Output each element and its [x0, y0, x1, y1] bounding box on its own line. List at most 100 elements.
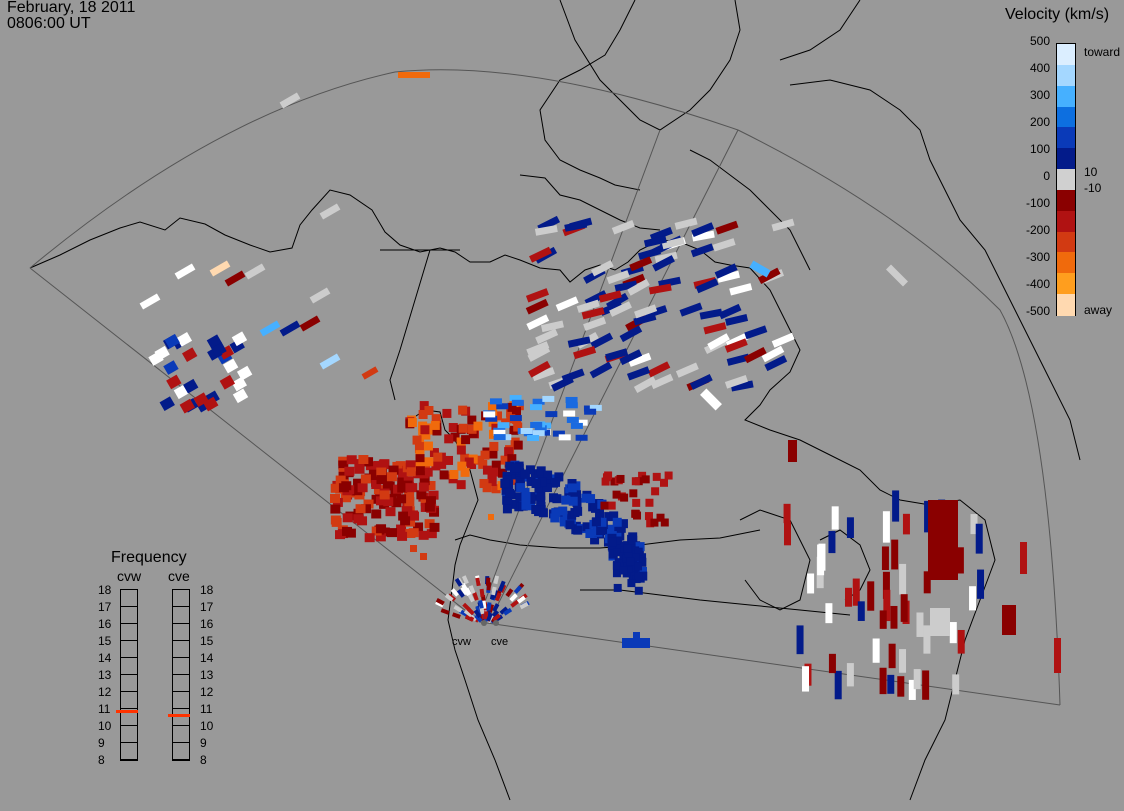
velocity-cell [834, 670, 842, 700]
velocity-cells [139, 72, 1061, 700]
velocity-cell [879, 667, 887, 695]
velocity-cell [499, 606, 509, 615]
velocity-cell [525, 288, 549, 303]
velocity-cell [716, 270, 740, 283]
velocity-cell [507, 454, 517, 464]
velocity-cell [634, 547, 643, 556]
colorbar-segment [1057, 127, 1075, 150]
velocity-cell [637, 553, 647, 563]
velocity-cell [597, 517, 607, 527]
freq-gridline [172, 725, 189, 726]
velocity-cell [845, 587, 853, 607]
velocity-cell [724, 338, 748, 353]
velocity-cell [504, 447, 514, 457]
velocity-cell [444, 434, 454, 444]
velocity-cell [488, 467, 498, 477]
velocity-cell [398, 511, 409, 521]
velocity-cell [627, 278, 650, 296]
velocity-cell [219, 374, 236, 390]
velocity-cell [969, 586, 977, 611]
velocity-cell [526, 501, 536, 511]
velocity-cell [975, 523, 983, 554]
velocity-cell [610, 477, 619, 486]
freq-box-cve [172, 589, 190, 761]
freq-scale-label: 14 [98, 651, 112, 665]
velocity-cell [510, 599, 520, 608]
velocity-cell [633, 312, 657, 326]
velocity-cell [540, 320, 564, 333]
velocity-cell [440, 608, 450, 615]
velocity-cell [479, 478, 489, 488]
velocity-cell [371, 479, 382, 489]
velocity-cell [928, 500, 958, 580]
coastlines [29, 0, 1081, 801]
velocity-cell [500, 478, 510, 488]
velocity-cell [388, 465, 399, 475]
velocity-cell [164, 333, 180, 349]
velocity-cell [542, 483, 552, 493]
site-label-cve: cve [491, 636, 509, 648]
velocity-cell [163, 360, 179, 375]
velocity-cell [408, 510, 419, 520]
velocity-cell [467, 593, 475, 603]
cve-site-marker [493, 620, 499, 626]
freq-gridline [120, 674, 137, 675]
velocity-cell [379, 490, 390, 500]
velocity-cell [589, 361, 613, 379]
velocity-cell [386, 472, 397, 482]
velocity-cell [729, 283, 753, 296]
site-label-cvw: cvw [452, 636, 471, 648]
velocity-cell [482, 465, 492, 475]
freq-gridline [120, 725, 137, 726]
velocity-cell [456, 589, 465, 598]
velocity-cell [689, 373, 713, 390]
velocity-cell [886, 264, 908, 287]
velocity-cell [405, 528, 416, 538]
freq-gridline [120, 759, 137, 760]
velocity-cell [480, 450, 490, 460]
velocity-cell [650, 518, 659, 527]
velocity-cell [590, 535, 600, 545]
velocity-cell [700, 388, 722, 411]
velocity-cell [536, 491, 546, 501]
velocity-cell [496, 403, 509, 410]
timestamp: February, 18 2011 0806:00 UT [7, 0, 135, 32]
velocity-cell [558, 434, 571, 441]
velocity-cell [431, 461, 441, 471]
velocity-colorbar [1056, 43, 1076, 316]
velocity-cell [492, 411, 502, 421]
velocity-cell [355, 504, 366, 514]
velocity-cell [376, 496, 387, 506]
velocity-cell [166, 374, 182, 390]
velocity-cell [783, 521, 791, 546]
velocity-cell [543, 470, 553, 480]
velocity-cell [467, 415, 477, 425]
velocity-cell [631, 477, 640, 486]
velocity-cell [460, 453, 470, 463]
velocity-cell [590, 332, 614, 350]
velocity-cell [513, 585, 523, 594]
velocity-cell [179, 398, 195, 414]
velocity-cell [478, 599, 484, 609]
velocity-cell [559, 517, 569, 527]
velocity-cell [567, 483, 577, 493]
velocity-cell [231, 376, 248, 392]
velocity-cell [899, 649, 907, 673]
velocity-cell [209, 260, 231, 277]
velocity-cell [561, 495, 571, 505]
velocity-cell [497, 468, 507, 478]
velocity-cell [487, 402, 497, 412]
velocity-cell [923, 571, 931, 594]
velocity-cell [450, 432, 460, 442]
freq-scale-label: 14 [200, 651, 214, 665]
velocity-cell [620, 493, 629, 502]
velocity-cell [599, 301, 623, 316]
velocity-cell [661, 237, 685, 250]
velocity-cell [550, 513, 560, 523]
velocity-cell [486, 582, 492, 591]
velocity-cell [846, 663, 854, 687]
velocity-cell [608, 549, 618, 559]
velocity-cell [473, 421, 483, 431]
velocity-cell [608, 542, 618, 552]
